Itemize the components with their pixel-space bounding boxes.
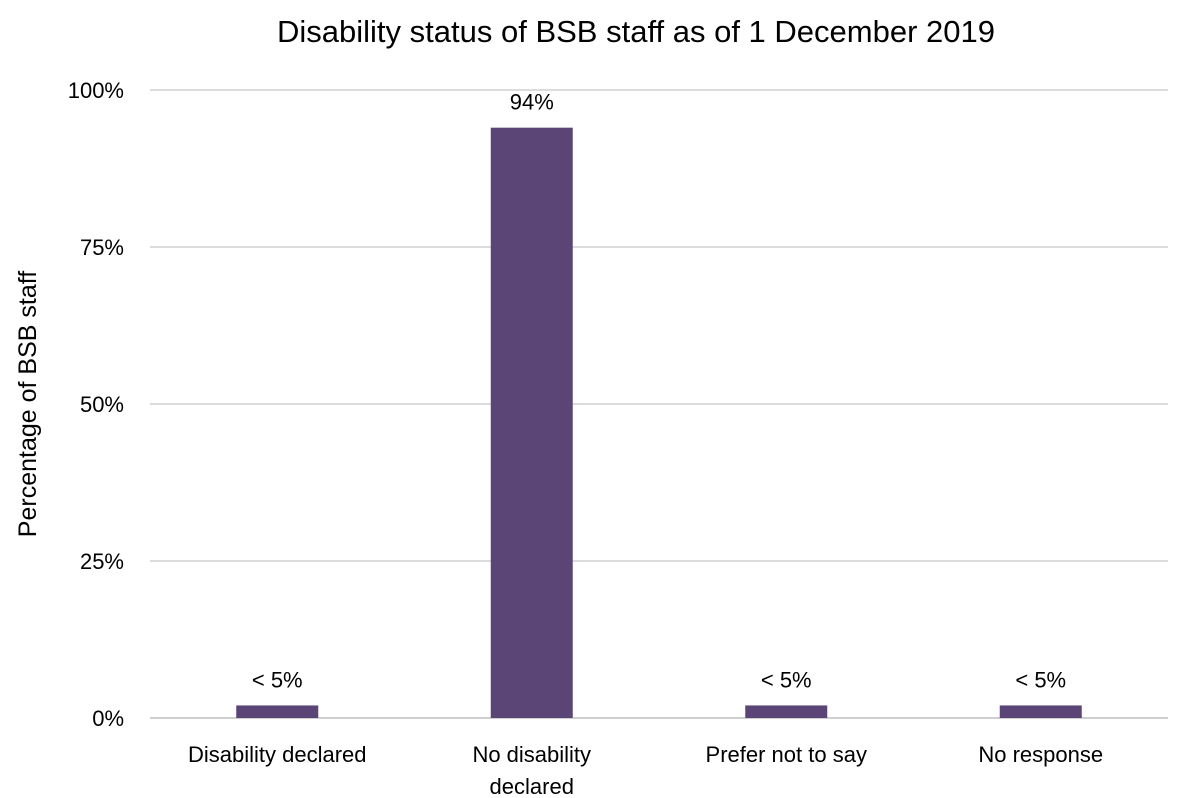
- bars: [236, 127, 1082, 719]
- category-label-line: Disability declared: [188, 742, 367, 767]
- category-labels: Disability declared No disability declared…: [188, 742, 1103, 798]
- category-label: Prefer not to say: [706, 742, 867, 767]
- category-label: No response: [978, 742, 1103, 767]
- gridlines: [150, 89, 1168, 719]
- category-label-line: Prefer not to say: [706, 742, 867, 767]
- bar: [999, 705, 1082, 718]
- y-tick-label: 0%: [92, 706, 124, 731]
- data-label: < 5%: [252, 667, 303, 692]
- data-label: 94%: [510, 90, 554, 115]
- y-tick-label: 25%: [80, 549, 124, 574]
- y-axis-label: Percentage of BSB staff: [14, 271, 42, 537]
- y-tick-label: 50%: [80, 392, 124, 417]
- category-label-line: No disability: [472, 742, 591, 767]
- y-tick-label: 100%: [68, 78, 124, 103]
- category-label: No disability declared: [472, 742, 591, 798]
- y-tick-label: 75%: [80, 235, 124, 260]
- bar: [236, 705, 319, 718]
- category-label: Disability declared: [188, 742, 367, 767]
- data-label: < 5%: [1015, 667, 1066, 692]
- category-label-line: declared: [490, 774, 574, 798]
- data-label: < 5%: [761, 667, 812, 692]
- chart-title: Disability status of BSB staff as of 1 D…: [277, 14, 995, 49]
- bar: [745, 705, 828, 718]
- bar: [490, 127, 573, 719]
- y-tick-labels: 0% 25% 50% 75% 100%: [68, 78, 124, 731]
- data-labels: < 5% 94% < 5% < 5%: [252, 90, 1066, 693]
- category-label-line: No response: [978, 742, 1103, 767]
